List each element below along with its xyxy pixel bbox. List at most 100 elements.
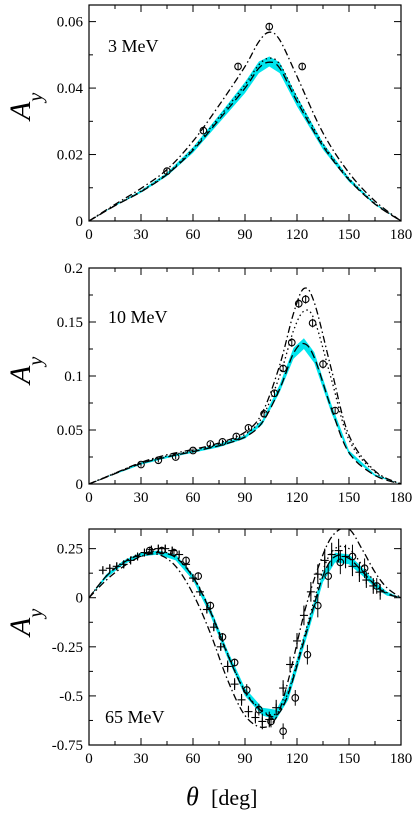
x-tick-label: 150 (338, 227, 361, 243)
x-tick-label: 90 (238, 490, 253, 506)
uncertainty-band (89, 550, 401, 720)
data-point-plus (306, 582, 315, 602)
data-point (291, 690, 300, 706)
data-point (137, 460, 145, 469)
x-axis-title-unit: [deg] (211, 785, 257, 810)
data-point-plus (126, 556, 135, 565)
data-point (145, 546, 154, 555)
data-point-plus (216, 642, 225, 651)
data-point (279, 723, 287, 740)
x-tick-label: 0 (85, 227, 93, 243)
data-point (154, 456, 163, 465)
data-point (194, 572, 203, 581)
x-tick-label: 120 (286, 227, 309, 243)
data-point-plus (209, 623, 218, 632)
data-point (308, 318, 317, 328)
data-point-plus (362, 572, 371, 588)
series-line-dash-dot (89, 31, 401, 221)
data-point-plus (147, 545, 156, 554)
data-point-plus (355, 562, 364, 583)
data-point-plus (244, 705, 253, 718)
data-point (255, 703, 263, 716)
data-point (230, 658, 239, 667)
data-point-plus (133, 552, 142, 561)
data-point (242, 684, 251, 696)
data-point (324, 564, 333, 588)
x-tick-label: 150 (338, 490, 361, 506)
data-point-plus (182, 560, 191, 569)
x-tick-label: 120 (286, 751, 309, 767)
plot-frame (88, 267, 402, 485)
data-point-plus (112, 562, 121, 571)
data-point-plus (230, 678, 239, 691)
data-point-plus (272, 699, 281, 716)
data-point (270, 389, 279, 398)
data-point (232, 432, 241, 441)
data-point (265, 22, 274, 31)
data-point-plus (202, 605, 211, 614)
plot-area (89, 22, 401, 221)
y-tick-label: 0.2 (64, 261, 83, 277)
x-tick-label: 120 (286, 490, 309, 506)
data-point-plus (293, 633, 301, 649)
y-axis-title: Ay (4, 357, 47, 386)
series-line-dotted (89, 57, 401, 221)
data-point (171, 453, 180, 461)
data-point-plus (168, 546, 177, 555)
x-tick-label: 150 (338, 751, 361, 767)
panel-2: 0 30 60 90 120 150 180 0 0.05 0.1 0.15 0.2 10 MeV Ay (4, 261, 412, 506)
data-point-plus (265, 711, 274, 728)
data-point (218, 438, 227, 446)
plot-area (89, 287, 401, 484)
data-point-plus (251, 711, 260, 724)
data-point (218, 633, 227, 641)
data-point-plus (341, 544, 350, 569)
data-point (170, 548, 178, 557)
data-point-plus (189, 574, 197, 583)
x-tick-label: 0 (85, 751, 93, 767)
uncertainty-band (89, 56, 401, 221)
y-tick-label: -0.75 (52, 738, 83, 754)
y-tick-label: -0.5 (59, 689, 83, 705)
data-point (267, 715, 275, 728)
x-axis-title-symbol: θ (186, 782, 199, 811)
data-point-plus (369, 578, 378, 594)
y-tick-label: 0.1 (64, 369, 83, 385)
data-point (163, 167, 171, 176)
x-tick-label: 60 (186, 227, 201, 243)
y-tick-label: 0.05 (57, 423, 83, 439)
data-point-plus (313, 564, 322, 584)
data-point-plus (279, 680, 288, 696)
data-point-plus (286, 656, 295, 673)
data-point-plus (258, 713, 267, 730)
panel-1: 0 30 60 90 120 150 180 0 0.02 0.04 0.06 3 MeV Ay (4, 4, 412, 243)
y-tick-label: 0.25 (57, 542, 83, 558)
series-line-dashed (89, 551, 401, 718)
data-point (189, 446, 197, 455)
x-tick-label: 90 (238, 227, 253, 243)
x-tick-label: 180 (390, 751, 413, 767)
series-line-dashed (89, 342, 401, 484)
panel-energy-label: 3 MeV (108, 36, 159, 56)
data-point-plus (376, 583, 385, 600)
data-point (157, 546, 166, 555)
uncertainty-band (89, 338, 401, 484)
y-tick-label: 0 (76, 591, 84, 607)
y-tick-label: 0.15 (57, 315, 83, 331)
panel-3: 0 30 60 90 120 150 180 -0.75 -0.5 -0.25 0 0.25 65 Me… (4, 528, 412, 767)
data-point-plus (140, 548, 149, 557)
panel-energy-label: 65 MeV (105, 707, 165, 727)
data-point-plus (334, 538, 343, 563)
data-point (331, 406, 339, 415)
data-point-plus (105, 564, 114, 573)
y-tick-label: 0 (76, 214, 84, 230)
data-point (319, 359, 327, 369)
data-point (294, 299, 303, 308)
x-tick-label: 0 (85, 490, 93, 506)
x-tick-label: 180 (390, 490, 413, 506)
series-line-dotted (89, 309, 401, 484)
data-point (206, 440, 215, 448)
data-point (234, 62, 242, 71)
data-point-plus (223, 660, 232, 673)
